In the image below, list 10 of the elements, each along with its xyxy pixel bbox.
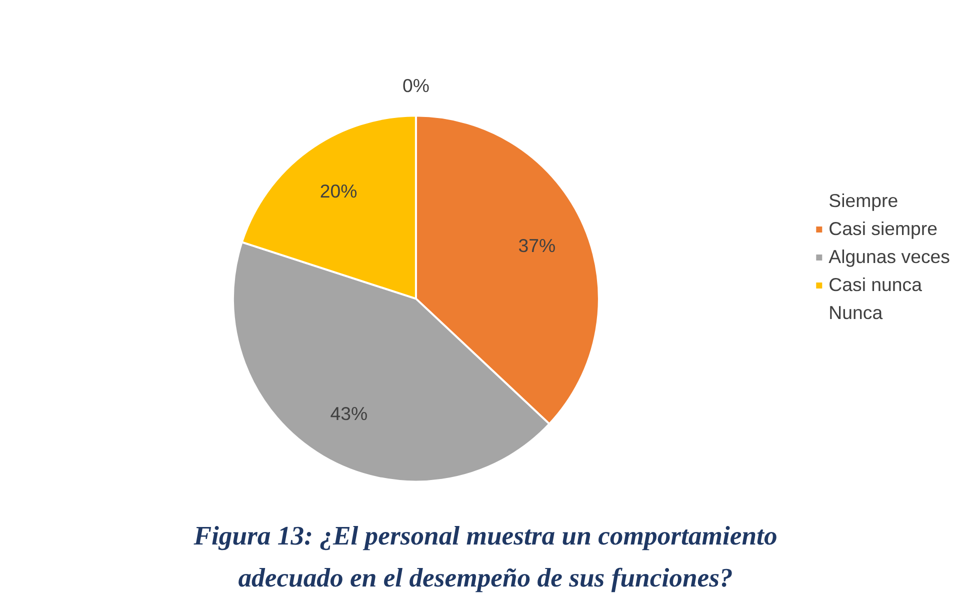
legend-label: Casi siempre	[828, 218, 938, 240]
data-label: 37%	[518, 235, 556, 256]
text: 0%	[402, 75, 430, 96]
legend-label: Algunas veces	[828, 246, 950, 268]
data-label: 20%	[320, 180, 358, 202]
text: Figura 13: ¿El personal muestra un comportamiento adecuado en el desempeño de sus funciones?	[192, 520, 778, 592]
category-label: Siempre	[828, 190, 898, 210]
legend-label: Casi nunca	[828, 274, 922, 296]
category-label: Nunca	[828, 302, 883, 322]
data-label: 43%	[330, 402, 368, 424]
